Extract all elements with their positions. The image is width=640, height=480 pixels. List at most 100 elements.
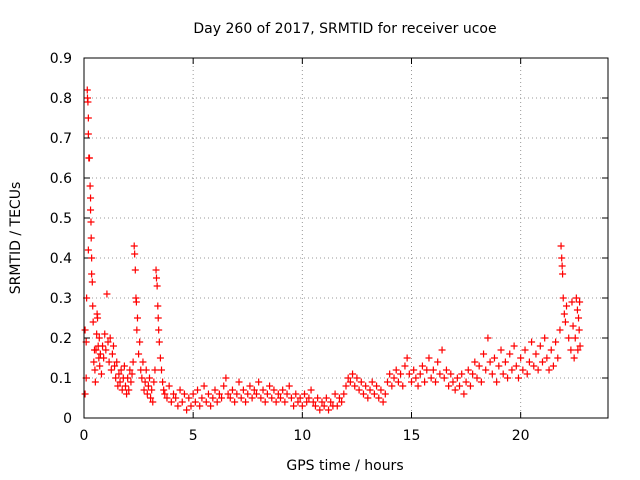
- y-tick-label: 0.3: [50, 291, 72, 307]
- data-point: [91, 366, 99, 374]
- data-point: [152, 274, 160, 282]
- data-point: [392, 366, 400, 374]
- data-point: [97, 370, 105, 378]
- data-point: [438, 346, 446, 354]
- data-point: [277, 394, 284, 402]
- data-point: [170, 390, 178, 398]
- x-tick-labels: 0 5 10 15 20: [80, 428, 530, 444]
- data-point: [484, 334, 492, 342]
- data-point: [547, 346, 555, 354]
- data-point: [156, 354, 164, 362]
- data-point: [117, 366, 125, 374]
- y-tick-labels: 0 0.1 0.2 0.3 0.4 0.5 0.6 0.7 0.8 0.9: [50, 51, 72, 427]
- data-point: [233, 390, 241, 398]
- data-point: [159, 378, 167, 386]
- data-point: [148, 386, 156, 394]
- data-point: [416, 370, 424, 378]
- y-tick-label: 0.5: [50, 211, 72, 227]
- data-point: [87, 234, 95, 242]
- data-point: [120, 362, 128, 370]
- data-point: [359, 390, 367, 398]
- data-point: [167, 398, 175, 406]
- data-point: [142, 366, 150, 374]
- data-point: [370, 390, 378, 398]
- data-point: [569, 322, 577, 330]
- data-point: [131, 266, 139, 274]
- data-point: [567, 346, 575, 354]
- data-point: [176, 386, 184, 394]
- data-point: [272, 398, 280, 406]
- data-point: [128, 370, 136, 378]
- data-point: [575, 326, 583, 334]
- data-point: [87, 194, 95, 202]
- data-point: [490, 354, 498, 362]
- data-point: [113, 358, 121, 366]
- data-point: [570, 354, 578, 362]
- data-point: [228, 386, 236, 394]
- data-point: [362, 382, 370, 390]
- data-point: [318, 398, 326, 406]
- data-point: [364, 394, 372, 402]
- data-point: [84, 98, 92, 106]
- data-point: [462, 378, 470, 386]
- data-point: [263, 390, 271, 398]
- data-point: [517, 354, 525, 362]
- data-point: [174, 402, 182, 410]
- data-point: [213, 398, 221, 406]
- data-point: [215, 390, 223, 398]
- data-point: [144, 382, 152, 390]
- chart-title: Day 260 of 2017, SRMTID for receiver uco…: [193, 21, 496, 37]
- data-point: [87, 218, 95, 226]
- data-point: [274, 390, 282, 398]
- data-point: [316, 406, 324, 414]
- data-point: [294, 398, 302, 406]
- data-point: [81, 326, 89, 334]
- data-point: [549, 362, 557, 370]
- data-point: [90, 358, 98, 366]
- data-point: [532, 350, 540, 358]
- data-point: [471, 358, 479, 366]
- x-tick-label: 0: [80, 428, 89, 444]
- data-point: [405, 370, 413, 378]
- data-point: [81, 390, 89, 398]
- data-point: [373, 382, 381, 390]
- data-point: [340, 390, 348, 398]
- data-point: [139, 358, 147, 366]
- data-point: [573, 306, 581, 314]
- data-point: [399, 382, 407, 390]
- data-point: [257, 394, 265, 402]
- data-point: [116, 378, 124, 386]
- data-point: [410, 366, 418, 374]
- data-point: [473, 374, 481, 382]
- data-point: [283, 390, 291, 398]
- data-point: [285, 382, 293, 390]
- data-point: [108, 350, 116, 358]
- data-point: [125, 386, 133, 394]
- data-point: [333, 402, 341, 410]
- data-point: [525, 358, 533, 366]
- data-point: [89, 318, 97, 326]
- data-point: [163, 394, 171, 402]
- data-point: [331, 390, 339, 398]
- data-point: [344, 374, 352, 382]
- data-point: [133, 314, 141, 322]
- data-point: [451, 386, 459, 394]
- data-point: [86, 182, 94, 190]
- data-point: [497, 346, 505, 354]
- data-point: [301, 390, 309, 398]
- data-point: [449, 378, 457, 386]
- data-point: [543, 354, 551, 362]
- data-point: [493, 378, 501, 386]
- data-point: [390, 374, 398, 382]
- data-point: [414, 382, 422, 390]
- data-point: [124, 374, 132, 382]
- x-axis-label: GPS time / hours: [286, 458, 403, 474]
- data-point: [146, 374, 153, 382]
- data-point: [423, 366, 431, 374]
- data-point: [475, 362, 483, 370]
- data-point: [207, 402, 215, 410]
- data-point: [235, 378, 243, 386]
- data-point: [572, 294, 580, 302]
- data-point: [114, 382, 122, 390]
- data-point: [279, 386, 287, 394]
